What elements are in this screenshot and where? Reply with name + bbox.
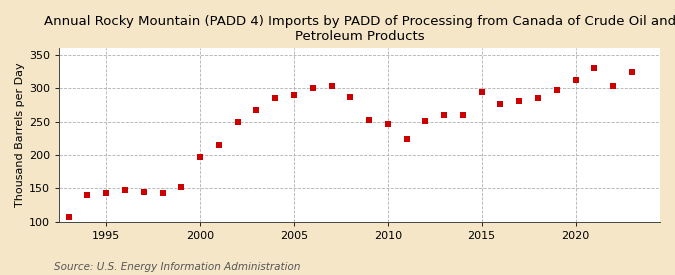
Point [326, 84, 337, 89]
Point [157, 191, 168, 195]
Point [608, 84, 618, 89]
Title: Annual Rocky Mountain (PADD 4) Imports by PADD of Processing from Canada of Crud: Annual Rocky Mountain (PADD 4) Imports b… [44, 15, 675, 43]
Point [383, 122, 394, 126]
Point [307, 86, 318, 90]
Point [589, 65, 599, 70]
Point [570, 78, 581, 82]
Point [82, 193, 93, 197]
Point [288, 93, 299, 97]
Point [345, 95, 356, 99]
Point [364, 117, 375, 122]
Point [251, 108, 262, 112]
Point [495, 102, 506, 106]
Point [194, 155, 205, 159]
Point [626, 70, 637, 74]
Point [101, 191, 111, 195]
Point [551, 87, 562, 92]
Point [213, 143, 224, 147]
Point [63, 215, 74, 219]
Y-axis label: Thousand Barrels per Day: Thousand Barrels per Day [15, 63, 25, 207]
Text: Source: U.S. Energy Information Administration: Source: U.S. Energy Information Administ… [54, 262, 300, 272]
Point [232, 120, 243, 125]
Point [138, 190, 149, 195]
Point [458, 113, 468, 117]
Point [176, 185, 187, 189]
Point [514, 99, 524, 103]
Point [420, 119, 431, 123]
Point [401, 137, 412, 141]
Point [533, 96, 543, 101]
Point [439, 113, 450, 117]
Point [270, 95, 281, 100]
Point [119, 188, 130, 192]
Point [477, 90, 487, 95]
